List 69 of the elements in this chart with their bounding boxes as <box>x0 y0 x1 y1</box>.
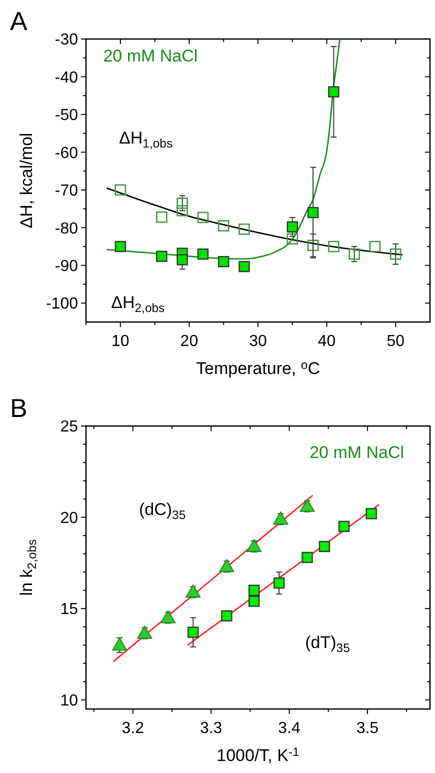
point <box>238 260 250 272</box>
point <box>348 248 360 260</box>
y-tick-label: -80 <box>54 220 78 238</box>
point <box>219 559 234 572</box>
point <box>176 197 188 209</box>
annotation: 20 mM NaCl <box>310 442 404 462</box>
annotation: (dT)$_{35}$ <box>305 632 350 654</box>
point <box>274 577 285 589</box>
y-tick-label: 25 <box>60 418 78 436</box>
point <box>248 596 260 607</box>
y-tick-label: -70 <box>54 182 78 200</box>
point <box>300 498 315 512</box>
y-tick-label: 20 <box>60 510 78 527</box>
point <box>318 540 330 552</box>
point <box>307 240 319 252</box>
point <box>114 184 126 196</box>
y-tick-label: -60 <box>54 144 78 162</box>
point <box>112 638 128 651</box>
annotation: 20 mM NaCl <box>103 46 198 66</box>
point <box>369 240 381 252</box>
chart-title: B <box>10 393 28 423</box>
x-tick-label: 3.3 <box>200 720 222 737</box>
point <box>238 224 250 235</box>
point <box>188 626 199 638</box>
y-tick-label: 10 <box>60 692 78 710</box>
point <box>246 539 262 552</box>
point <box>248 584 260 596</box>
point <box>328 240 340 252</box>
y-tick-label: -90 <box>54 258 78 275</box>
x-axis-title: 1000/T, K$^{-1}$ <box>216 744 300 765</box>
point <box>273 512 288 525</box>
x-axis-title: Temperature, $^{o}$C <box>196 358 320 378</box>
y-tick-label: -30 <box>54 32 78 49</box>
annotation: ΔH$_{1,obs}$ <box>119 128 173 150</box>
point <box>286 221 298 233</box>
x-tick-label: 3.2 <box>122 720 144 737</box>
point <box>390 248 402 260</box>
x-tick-label: 3.4 <box>278 720 300 737</box>
point <box>186 584 201 598</box>
point <box>197 248 209 260</box>
point <box>156 211 168 223</box>
point <box>197 212 209 224</box>
x-tick-label: 10 <box>112 333 130 350</box>
x-tick-label: 20 <box>180 333 198 350</box>
point <box>307 206 319 218</box>
y-tick-label: -100 <box>46 296 78 313</box>
x-tick-label: 50 <box>386 333 405 350</box>
point <box>176 254 188 266</box>
point <box>302 552 313 564</box>
point <box>218 220 230 232</box>
point <box>137 626 152 639</box>
chart-title: A <box>10 6 28 36</box>
point <box>338 520 350 532</box>
y-tick-label: -40 <box>54 69 78 86</box>
x-tick-label: 3.5 <box>356 720 379 737</box>
x-tick-label: 30 <box>249 333 267 350</box>
point <box>328 86 340 98</box>
point <box>160 610 176 624</box>
point <box>156 250 168 262</box>
point <box>218 256 230 268</box>
point <box>114 240 126 252</box>
y-tick-label: -50 <box>54 107 78 124</box>
point <box>221 610 232 622</box>
annotation: ΔH$_{2,obs}$ <box>111 292 165 314</box>
x-tick-label: 40 <box>318 333 336 350</box>
point <box>366 508 377 520</box>
annotation: (dC)$_{35}$ <box>138 500 186 522</box>
y-tick-label: 15 <box>60 601 78 618</box>
y-axis-title: ΔH, kcal/mol <box>17 132 36 228</box>
